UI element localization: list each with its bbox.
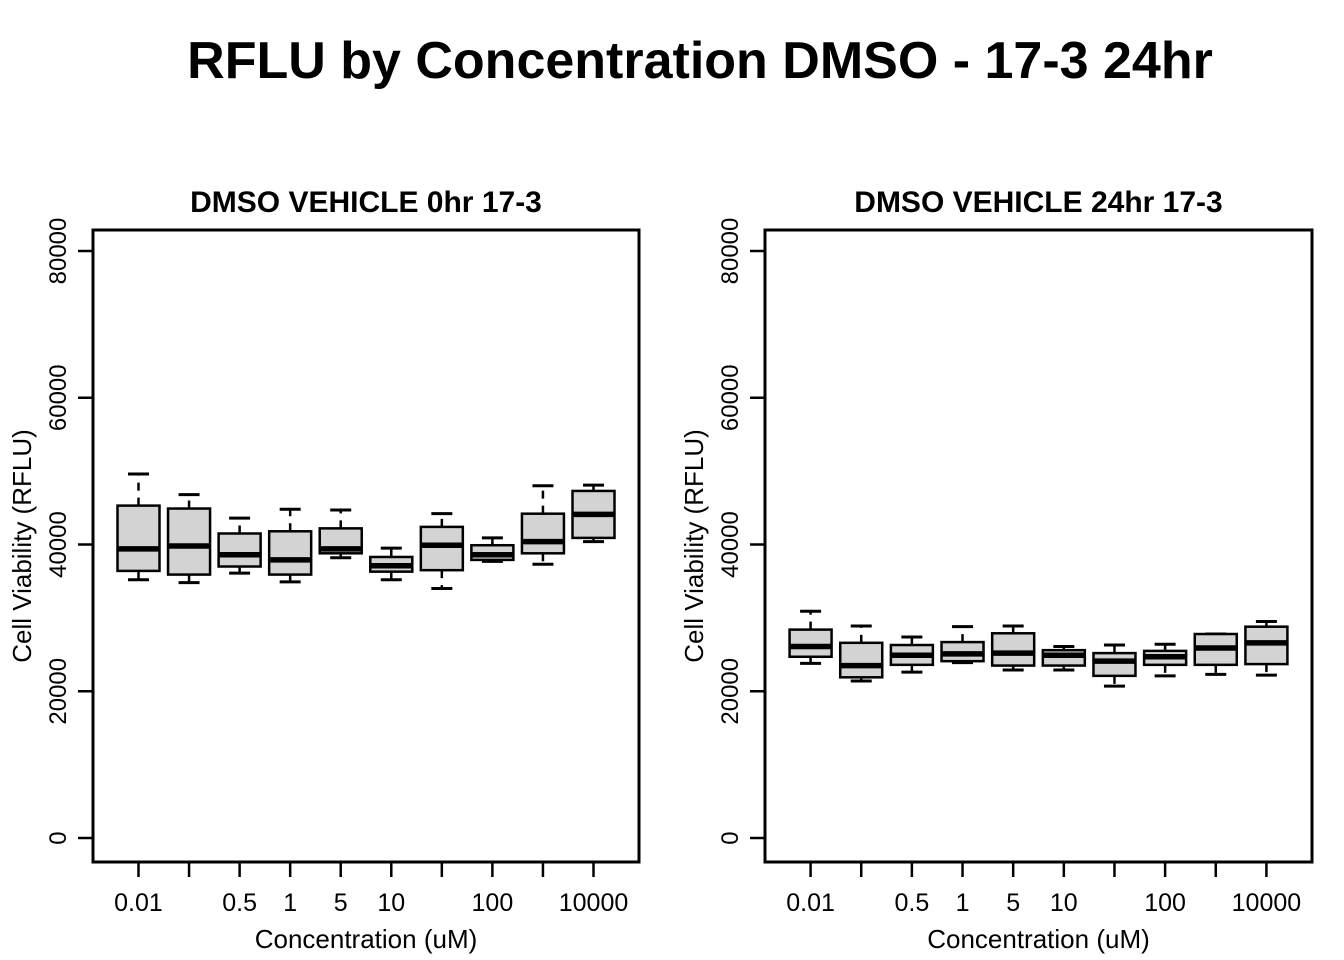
plot-frame xyxy=(91,228,641,864)
panel-title-24hr: DMSO VEHICLE 24hr 17-3 xyxy=(854,186,1223,219)
x-tick-label: 0.01 xyxy=(786,889,835,917)
y-tick-label: 60000 xyxy=(717,364,744,431)
box-iqr xyxy=(1092,651,1137,678)
plot-frame xyxy=(763,228,1314,864)
x-tick-label: 10 xyxy=(1050,889,1078,917)
x-axis-label-left: Concentration (uM) xyxy=(254,924,478,954)
y-axis-label-right: Cell Viability (RFLU) xyxy=(679,429,709,663)
panel-title-0hr: DMSO VEHICLE 0hr 17-3 xyxy=(190,186,542,219)
x-tick-label: 10 xyxy=(377,889,405,917)
x-tick-label: 0.5 xyxy=(894,889,929,917)
x-tick-label: 5 xyxy=(1006,889,1020,917)
x-tick-label: 0.5 xyxy=(222,889,257,917)
box-iqr xyxy=(788,628,833,659)
y-tick-label: 20000 xyxy=(45,658,72,725)
y-tick-label: 60000 xyxy=(45,364,72,431)
x-tick-label: 0.01 xyxy=(114,889,163,917)
y-tick-label: 40000 xyxy=(717,511,744,578)
x-tick-label: 10000 xyxy=(559,889,629,917)
box-iqr xyxy=(217,532,262,568)
y-tick-label: 80000 xyxy=(717,218,744,285)
box-iqr xyxy=(267,530,313,576)
figure-title: RFLU by Concentration DMSO - 17-3 24hr xyxy=(187,32,1213,90)
x-tick-label: 5 xyxy=(334,889,348,917)
y-tick-label: 80000 xyxy=(45,218,72,285)
box-iqr xyxy=(419,525,465,572)
box-iqr xyxy=(520,512,566,555)
y-tick-label: 0 xyxy=(717,831,744,844)
x-tick-label: 100 xyxy=(472,889,514,917)
box-iqr xyxy=(166,507,212,576)
box-iqr xyxy=(990,632,1036,667)
box-iqr xyxy=(838,641,884,679)
y-tick-label: 20000 xyxy=(717,658,744,725)
y-tick-label: 40000 xyxy=(45,511,72,578)
box-iqr xyxy=(116,504,161,573)
y-tick-label: 0 xyxy=(45,831,72,844)
y-axis-label-left: Cell Viability (RFLU) xyxy=(7,429,37,663)
x-tick-label: 1 xyxy=(283,889,297,917)
x-tick-label: 10000 xyxy=(1232,889,1302,917)
x-axis-label-right: Concentration (uM) xyxy=(927,924,1150,954)
x-tick-label: 1 xyxy=(956,889,970,917)
x-tick-label: 100 xyxy=(1144,889,1186,917)
